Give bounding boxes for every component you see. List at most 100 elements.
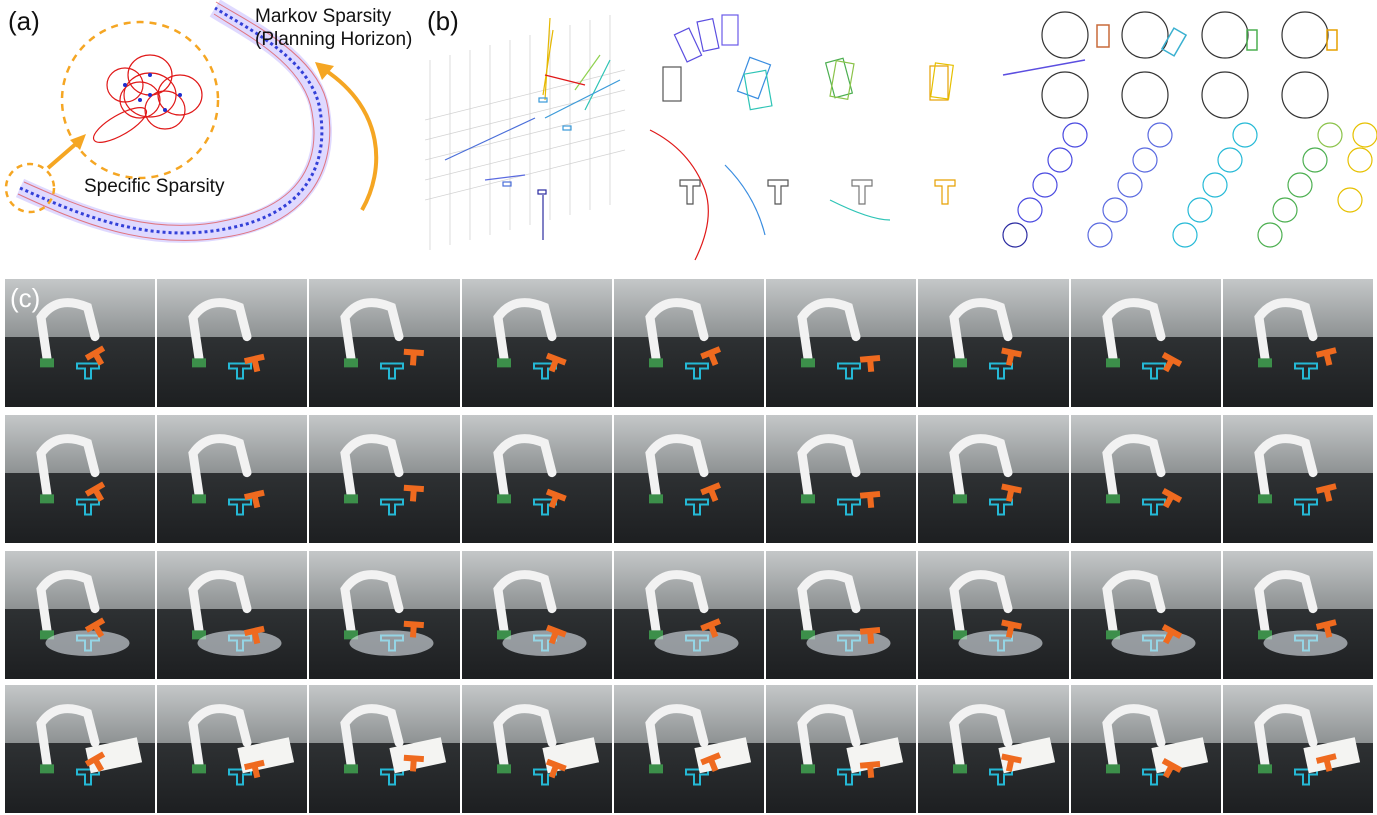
robot-arm xyxy=(340,570,404,635)
robot-scene xyxy=(645,570,739,656)
robot-base xyxy=(40,630,54,640)
robot-base xyxy=(40,494,54,504)
t-block xyxy=(1315,753,1337,772)
target-outline xyxy=(76,498,100,516)
target-outline xyxy=(989,362,1014,380)
robot-base xyxy=(1105,494,1120,504)
plastic-bag xyxy=(197,630,282,656)
robot-base xyxy=(192,494,207,504)
frame xyxy=(613,551,765,679)
stacked-grid-plot xyxy=(424,15,626,250)
robot-base xyxy=(1105,358,1120,368)
robot-base xyxy=(953,358,968,368)
robot-scene xyxy=(949,434,1023,516)
frame xyxy=(1222,415,1373,543)
markov-sparsity-label: Markov Sparsity (Planning Horizon) xyxy=(255,6,412,52)
t-block xyxy=(1315,619,1337,638)
frame xyxy=(766,551,917,679)
frame xyxy=(1222,685,1373,813)
t-block xyxy=(545,352,567,373)
t-block xyxy=(859,354,881,373)
horizon-arrow-head xyxy=(315,62,334,80)
t-block xyxy=(244,489,266,509)
robot-arm xyxy=(1101,434,1166,499)
robot-scene xyxy=(949,704,1056,786)
robot-scene xyxy=(949,570,1043,656)
robot-base xyxy=(496,494,511,504)
t-block xyxy=(404,620,425,638)
cluster-points xyxy=(123,73,182,112)
robot-arm xyxy=(492,434,557,499)
t-block xyxy=(244,353,266,373)
robot-base xyxy=(953,764,968,774)
frame xyxy=(309,685,460,813)
frame xyxy=(309,279,460,407)
t-block xyxy=(1161,487,1182,509)
circle-robot-sequences xyxy=(1002,122,1377,248)
target-outline xyxy=(1293,498,1318,516)
robot-base xyxy=(1257,764,1272,774)
robot-scene xyxy=(1254,434,1337,516)
robot-arm xyxy=(188,570,252,635)
zoom-arrow-head xyxy=(70,134,86,150)
robot-scene xyxy=(340,704,447,786)
robot-base xyxy=(1105,764,1120,774)
target-outline xyxy=(380,362,405,380)
target-outline xyxy=(837,498,862,516)
robot-base xyxy=(496,358,511,368)
t-block xyxy=(84,617,106,638)
robot-scene xyxy=(36,570,130,656)
t-block xyxy=(1001,753,1023,772)
panel-a-label: (a) xyxy=(8,6,40,36)
t-block xyxy=(545,488,567,509)
robot-arm xyxy=(949,434,1013,499)
t-block xyxy=(1161,623,1182,645)
robot-scene xyxy=(1254,704,1360,786)
robot-arm xyxy=(36,434,100,499)
robot-base xyxy=(648,764,663,774)
robot-scene xyxy=(188,434,266,516)
t-block xyxy=(700,752,721,772)
robot-scene xyxy=(492,704,599,786)
t-block xyxy=(404,484,425,502)
robot-base xyxy=(344,494,359,504)
panel-b: (b) xyxy=(424,0,1377,265)
robot-arm xyxy=(36,570,100,635)
robot-arm xyxy=(797,298,861,363)
t-block xyxy=(244,625,266,645)
frame xyxy=(1222,551,1373,679)
trajectory-path xyxy=(19,6,324,235)
trajectory-edge-1 xyxy=(23,13,315,226)
t-block xyxy=(1001,347,1023,366)
t-block xyxy=(859,626,881,645)
frame xyxy=(5,551,156,679)
robot-base xyxy=(40,358,54,368)
panel-c-label: (c) xyxy=(10,283,41,313)
robot-arm xyxy=(645,298,709,363)
t-block xyxy=(545,624,567,645)
frame xyxy=(5,279,156,407)
robot-base xyxy=(801,358,816,368)
start-highlight-circle xyxy=(4,162,56,214)
robot-arm xyxy=(492,298,557,363)
target-outline xyxy=(228,498,253,516)
frame xyxy=(918,415,1069,543)
t-block xyxy=(84,345,106,366)
t-block xyxy=(1001,619,1023,638)
plastic-bag xyxy=(1263,630,1348,656)
t-block xyxy=(84,751,106,772)
frame xyxy=(1070,685,1221,813)
robot-arm xyxy=(188,298,252,363)
robot-arm xyxy=(1254,434,1318,499)
frame xyxy=(766,279,917,407)
robot-arm xyxy=(797,704,861,769)
robot-arm xyxy=(949,298,1013,363)
robot-base xyxy=(953,494,968,504)
frame xyxy=(613,415,765,543)
robot-arm xyxy=(188,434,252,499)
photo-row-1 xyxy=(5,279,1373,407)
frame xyxy=(5,415,156,543)
robot-scene xyxy=(188,704,295,786)
frame xyxy=(157,551,308,679)
t-block xyxy=(1161,351,1182,373)
